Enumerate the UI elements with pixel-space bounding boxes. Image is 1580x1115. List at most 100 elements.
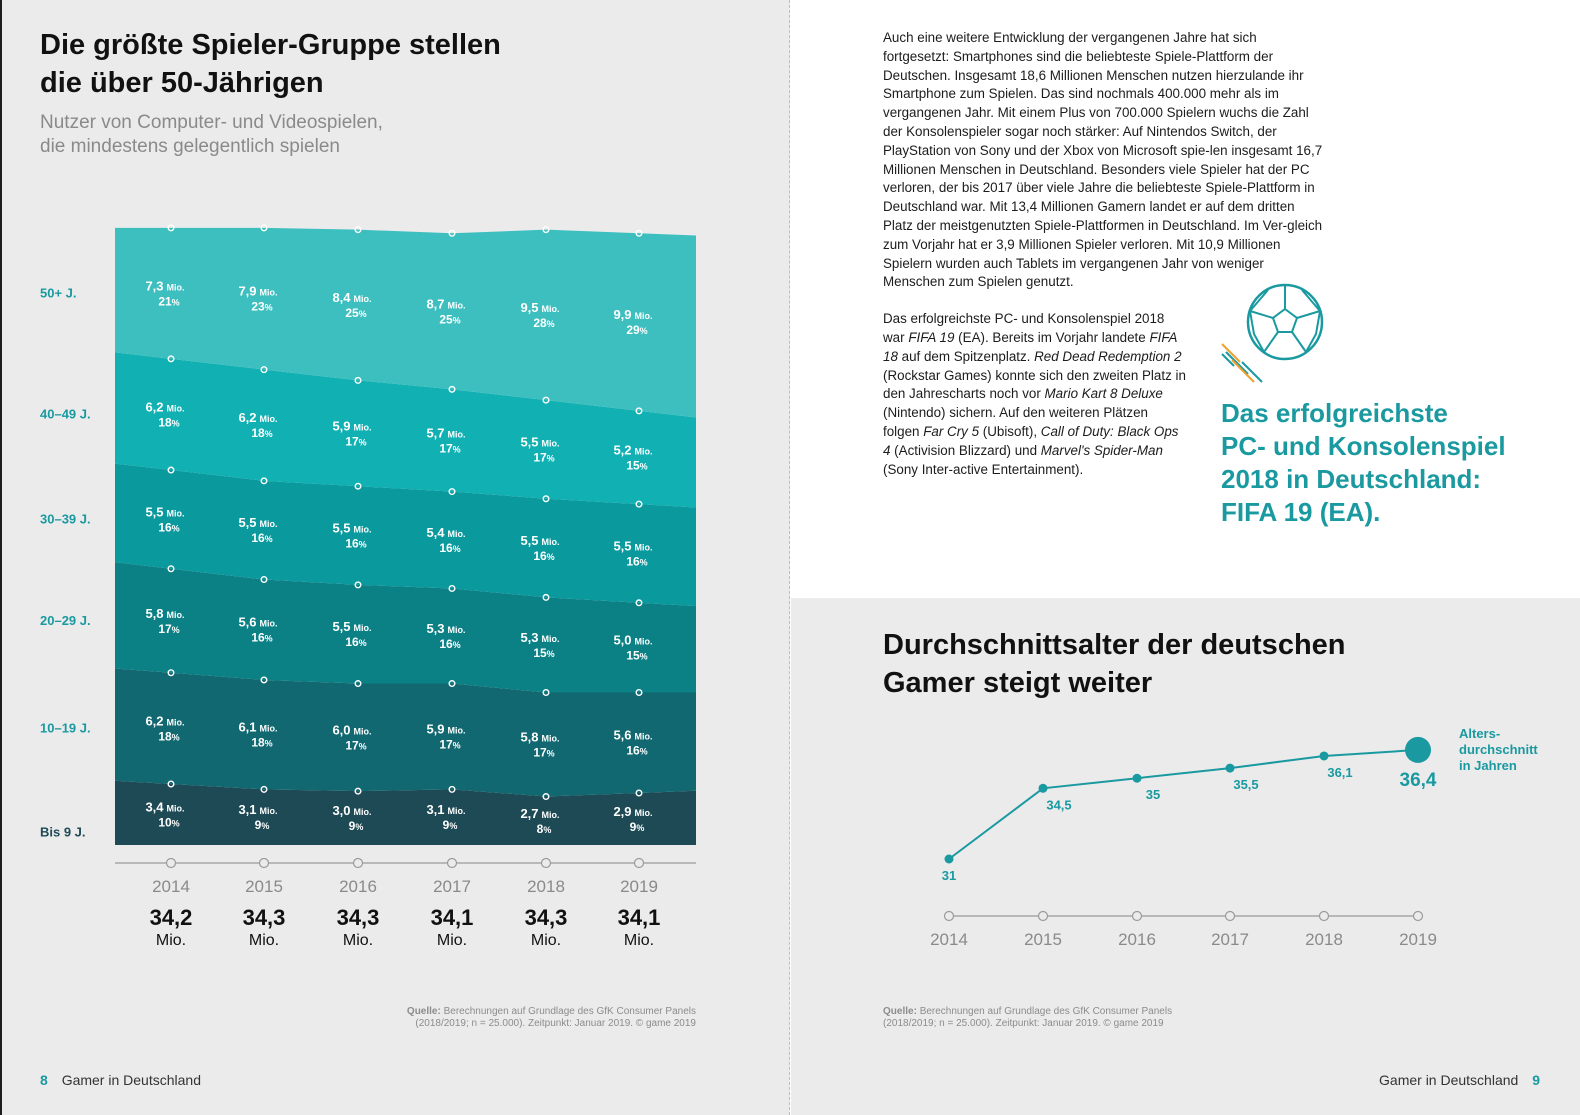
boundary-marker — [167, 669, 175, 677]
band-share-label: 17% — [345, 434, 366, 448]
left-page-number: 8 — [40, 1072, 48, 1088]
age-value-label: 35,5 — [1233, 777, 1258, 792]
article-paragraph-1: Auch eine weitere Entwicklung der vergan… — [883, 30, 1323, 290]
left-source-note: Quelle: Berechnungen auf Grundlage des G… — [396, 1006, 696, 1030]
article-text: Auch eine weitere Entwicklung der vergan… — [883, 29, 1323, 479]
age-x-axis-tick-marker — [943, 910, 955, 922]
paragraph-2-text: (Sony Inter-active Entertainment). — [883, 461, 1084, 477]
area-band — [115, 463, 696, 607]
area-band — [115, 227, 696, 418]
age-group-label: 50+ J. — [40, 285, 77, 300]
game-title: Red Dead Redemption 2 — [1034, 348, 1182, 364]
boundary-marker — [448, 385, 456, 393]
game-title: Mario Kart 8 Deluxe — [1044, 386, 1163, 402]
band-share-label: 15% — [626, 649, 647, 663]
band-share-unit: % — [172, 732, 180, 742]
left-title-line-2: die über 50-Jährigen — [40, 67, 324, 99]
band-value-unit: Mio. — [354, 294, 372, 304]
age-legend-line: Alters- — [1459, 726, 1500, 741]
age-value-label: 36,4 — [1400, 770, 1437, 791]
band-value-unit: Mio. — [448, 300, 466, 310]
x-axis-tick-marker — [446, 857, 458, 869]
age-group-label: Bis 9 J. — [40, 825, 86, 840]
right-source-label: Quelle: — [883, 1006, 917, 1017]
band-share-label: 16% — [626, 744, 647, 758]
age-data-point — [1225, 763, 1235, 773]
area-band — [115, 562, 696, 693]
age-x-axis-year-label: 2014 — [930, 930, 968, 949]
band-share-label: 16% — [439, 541, 460, 555]
band-share-label: 17% — [158, 622, 179, 636]
band-share-label: 21% — [158, 294, 179, 308]
band-share-unit: % — [355, 822, 363, 832]
total-players-value: 34,3 — [337, 905, 380, 930]
band-share-label: 9% — [630, 820, 645, 834]
paragraph-2-text: (Ubisoft), — [979, 423, 1041, 439]
age-x-axis-tick-marker — [1037, 910, 1049, 922]
band-share-unit: % — [453, 640, 461, 650]
band-value-unit: Mio. — [542, 304, 560, 314]
boundary-marker — [635, 789, 643, 797]
boundary-marker — [448, 785, 456, 793]
paragraph-2-text: Das erfolgreichste PC- und Konsolenspiel… — [883, 311, 1165, 345]
band-value-unit: Mio. — [635, 732, 653, 742]
band-value-unit: Mio. — [635, 808, 653, 818]
boundary-marker — [167, 565, 175, 573]
band-share-label: 25% — [439, 312, 460, 326]
band-share-label: 9% — [255, 818, 270, 832]
boundary-marker — [448, 584, 456, 592]
x-axis-tick-marker — [258, 857, 270, 869]
right-page-text-area — [791, 0, 1580, 598]
band-value-unit: Mio. — [167, 610, 185, 620]
boundary-marker — [354, 376, 362, 384]
game-title: Marvel's Spider-Man — [1040, 442, 1163, 458]
band-value-unit: Mio. — [167, 403, 185, 413]
area-band — [115, 668, 696, 797]
band-value-unit: Mio. — [542, 537, 560, 547]
band-value-unit: Mio. — [260, 619, 278, 629]
callout-line-1: Das erfolgreichste — [1221, 398, 1448, 428]
total-players-value: 34,1 — [618, 905, 661, 930]
band-value-unit: Mio. — [354, 807, 372, 817]
boundary-marker — [167, 224, 175, 232]
band-share-label: 17% — [345, 738, 366, 752]
band-share-label: 18% — [158, 415, 179, 429]
x-axis-year-label: 2019 — [620, 877, 658, 896]
area-band — [115, 780, 696, 845]
soccer-ball-icon — [1221, 283, 1324, 383]
boundary-marker — [448, 680, 456, 688]
band-value-unit: Mio. — [448, 806, 466, 816]
band-share-label: 16% — [251, 531, 272, 545]
total-players-value: 34,1 — [431, 905, 474, 930]
age-value-label: 34,5 — [1046, 797, 1071, 812]
boundary-marker — [260, 366, 268, 374]
boundary-marker — [260, 224, 268, 232]
x-axis-tick-marker — [540, 857, 552, 869]
age-group-label: 10–19 J. — [40, 720, 91, 735]
x-axis-tick-marker — [352, 857, 364, 869]
latest-age-marker — [1405, 736, 1431, 763]
age-x-axis-year-label: 2017 — [1211, 930, 1249, 949]
band-share-unit: % — [265, 739, 273, 749]
band-share-unit: % — [172, 297, 180, 307]
band-value-unit: Mio. — [260, 519, 278, 529]
boundary-marker — [448, 229, 456, 237]
band-share-label: 16% — [439, 637, 460, 651]
boundary-marker — [542, 689, 550, 697]
band-share-label: 25% — [345, 306, 366, 320]
age-legend-line: durchschnitt — [1459, 742, 1538, 757]
band-share-unit: % — [547, 552, 555, 562]
band-share-unit: % — [543, 825, 551, 835]
paragraph-2-text: (Activision Blizzard) und — [890, 442, 1041, 458]
boundary-marker — [542, 593, 550, 601]
band-share-unit: % — [547, 319, 555, 329]
game-title: Call of Duty: Black Ops 4 — [883, 423, 1179, 458]
total-players-value: 34,3 — [525, 905, 568, 930]
age-x-axis-year-label: 2018 — [1305, 930, 1343, 949]
boundary-marker — [167, 355, 175, 363]
right-footer-title: Gamer in Deutschland — [1379, 1072, 1519, 1088]
fifa-callout: Das erfolgreichste PC- und Konsolenspiel… — [1221, 397, 1551, 529]
boundary-marker — [448, 488, 456, 496]
boundary-marker — [354, 581, 362, 589]
boundary-marker — [635, 599, 643, 607]
